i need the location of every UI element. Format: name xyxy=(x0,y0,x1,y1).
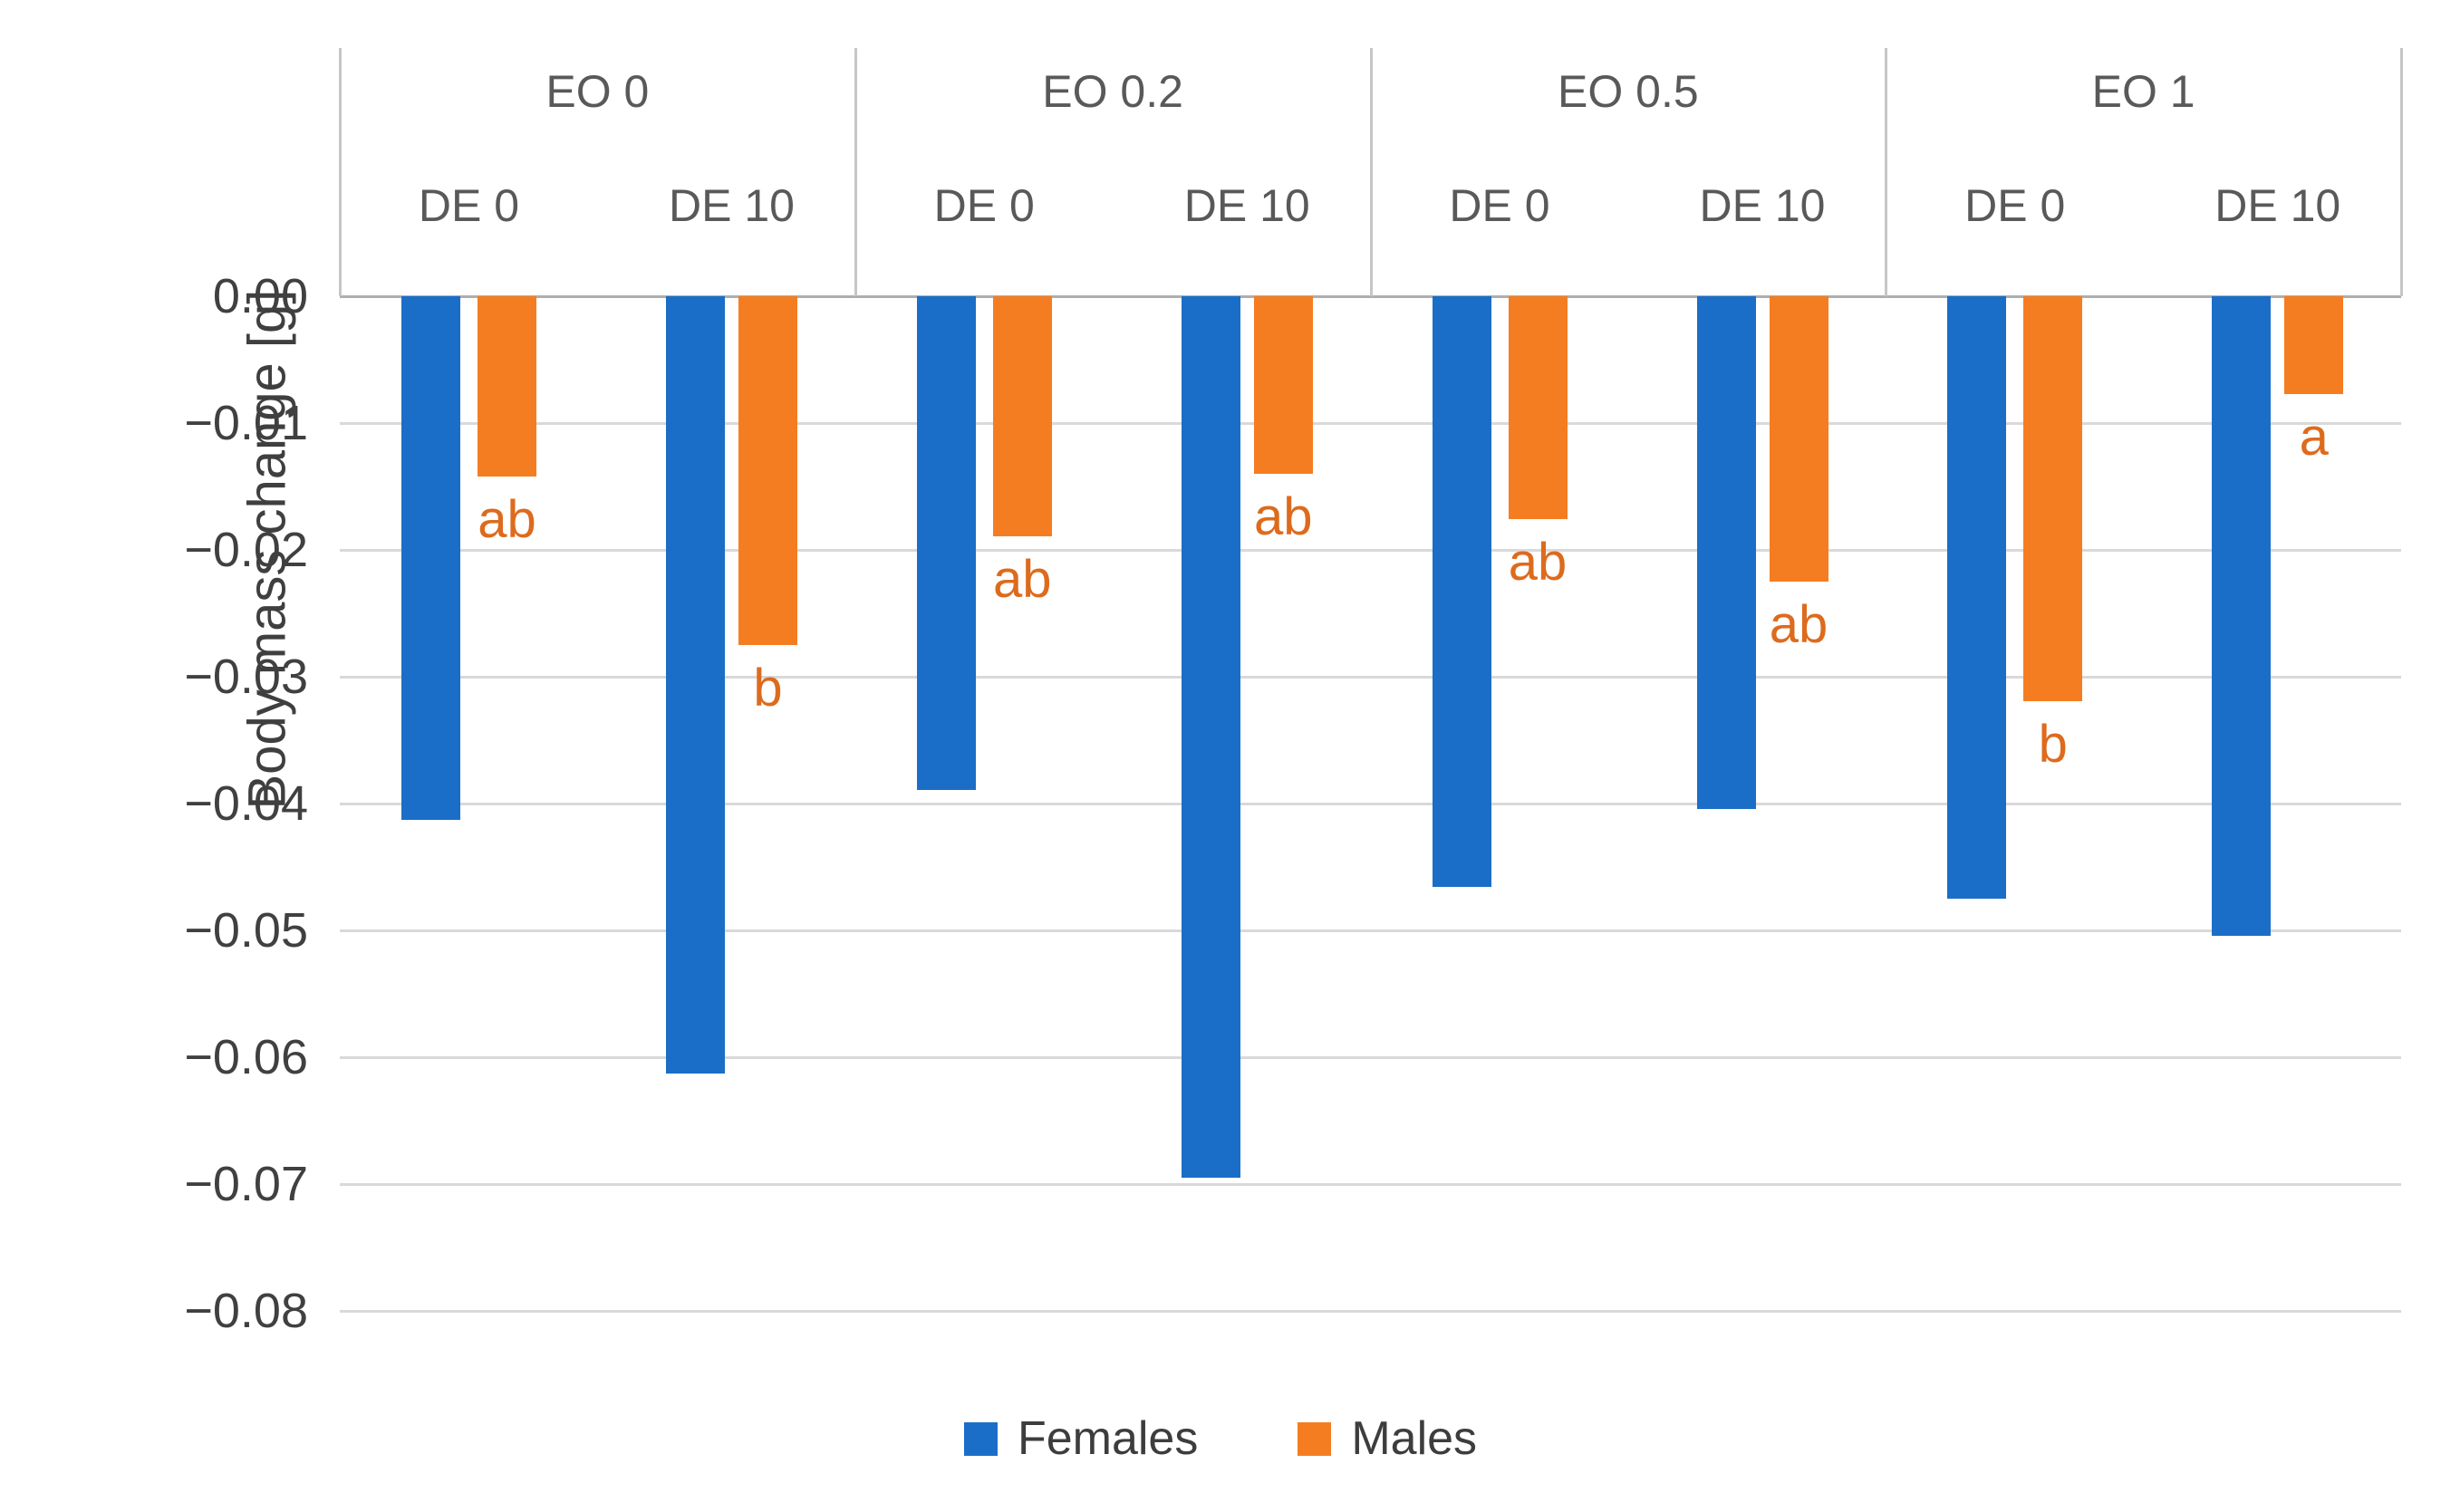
subgroup-label: DE 10 xyxy=(2214,180,2341,231)
bar-males-g3-s1 xyxy=(1508,296,1568,519)
subgroup-label: DE 10 xyxy=(669,180,795,231)
y-tick-label: −0.07 xyxy=(184,1157,308,1211)
header-divider-line xyxy=(1885,48,1888,296)
legend-label-females: Females xyxy=(1017,1412,1199,1465)
y-tick-label: −0.05 xyxy=(184,903,308,958)
significance-label: ab xyxy=(1769,595,1828,654)
header-divider-line xyxy=(2400,48,2403,296)
header-divider-line xyxy=(339,48,342,296)
gridline xyxy=(340,1310,2401,1313)
y-tick-label: −0.01 xyxy=(184,396,308,450)
y-tick-label: −0.04 xyxy=(184,776,308,831)
group-label-eo1: EO 1 xyxy=(2091,66,2195,117)
subgroup-label: DE 0 xyxy=(933,180,1035,231)
bar-males-g1-s1 xyxy=(478,296,536,477)
y-tick-label: −0.08 xyxy=(184,1284,308,1338)
bar-females-g3-s2 xyxy=(1696,296,1756,809)
significance-label: ab xyxy=(992,550,1052,609)
bar-females-g4-s2 xyxy=(2212,296,2272,936)
y-tick-label: −0.03 xyxy=(184,650,308,704)
subgroup-label: DE 10 xyxy=(1699,180,1826,231)
bar-females-g1-s1 xyxy=(401,296,460,820)
subgroup-label: DE 0 xyxy=(418,180,520,231)
bar-males-g4-s2 xyxy=(2284,296,2344,394)
bar-females-g1-s2 xyxy=(666,296,725,1074)
y-tick-label: −0.06 xyxy=(184,1030,308,1084)
bar-females-g2-s2 xyxy=(1181,296,1240,1178)
legend: Females Males xyxy=(0,1411,2441,1466)
legend-swatch-males xyxy=(1298,1421,1332,1456)
y-tick-label: 0.00 xyxy=(212,269,308,323)
subgroup-label: DE 0 xyxy=(1964,180,2066,231)
gridline xyxy=(340,1183,2401,1186)
gridline xyxy=(340,929,2401,932)
subgroup-label: DE 10 xyxy=(1183,180,1310,231)
gridline xyxy=(340,549,2401,552)
significance-label: b xyxy=(2038,715,2068,774)
bar-males-g4-s1 xyxy=(2023,296,2083,701)
header-divider-line xyxy=(854,48,857,296)
bar-females-g4-s1 xyxy=(1947,296,2007,899)
bar-males-g2-s2 xyxy=(1253,296,1313,474)
bar-females-g3-s1 xyxy=(1432,296,1491,887)
gridline xyxy=(340,422,2401,425)
significance-label: ab xyxy=(1508,533,1568,592)
bar-males-g1-s2 xyxy=(738,296,797,645)
group-label-eo0: EO 0 xyxy=(545,66,650,117)
gridline xyxy=(340,1056,2401,1059)
header-divider-line xyxy=(1369,48,1373,296)
significance-label: ab xyxy=(478,490,536,549)
legend-label-males: Males xyxy=(1351,1412,1478,1465)
significance-label: a xyxy=(2299,408,2329,467)
group-label-eo02: EO 0.2 xyxy=(1042,66,1183,117)
bar-females-g2-s1 xyxy=(916,296,976,790)
gridline xyxy=(340,676,2401,679)
legend-swatch-females xyxy=(963,1421,998,1456)
bar-males-g2-s1 xyxy=(992,296,1052,536)
significance-label: b xyxy=(753,659,783,717)
group-label-eo05: EO 0.5 xyxy=(1558,66,1699,117)
y-tick-label: −0.02 xyxy=(184,523,308,577)
bar-males-g3-s2 xyxy=(1769,296,1828,582)
gridline xyxy=(340,803,2401,805)
x-axis-line xyxy=(340,295,2401,298)
subgroup-label: DE 0 xyxy=(1449,180,1550,231)
significance-label: ab xyxy=(1253,487,1313,546)
